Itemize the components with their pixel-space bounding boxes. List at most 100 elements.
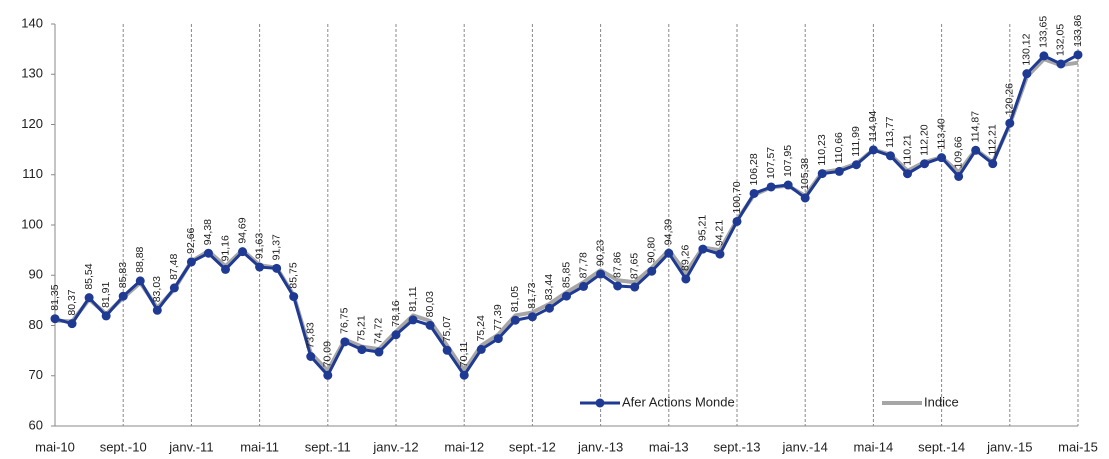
point [272,263,282,273]
data-label: 133,65 [1038,16,1050,48]
y-tick-label: 90 [29,267,43,282]
data-label: 75,24 [475,315,487,341]
point [84,293,94,303]
data-label: 132,05 [1055,24,1067,56]
data-label: 70,11 [458,342,470,368]
data-label: 88,88 [134,246,146,272]
data-label: 111,99 [850,126,862,157]
point [1056,59,1066,69]
data-label: 85,85 [560,262,572,288]
data-label: 105,38 [799,158,811,190]
x-tick-label: sept.-10 [100,439,147,454]
point [186,257,196,267]
point [732,216,742,226]
data-label: 80,37 [66,289,78,315]
series-line [54,53,1079,377]
data-label: 100,70 [731,181,743,213]
data-label: 85,83 [117,262,129,288]
point [323,370,333,380]
point [238,247,248,257]
data-label: 130,12 [1021,33,1033,65]
data-label: 91,37 [270,234,282,260]
point [255,262,265,272]
x-tick-label: mai-13 [649,439,689,454]
point [476,344,486,354]
point [442,345,452,355]
x-tick-label: janv.-11 [168,439,213,454]
point [289,292,299,302]
x-tick-label: janv.-13 [577,439,623,454]
point [1073,50,1083,60]
data-label: 110,66 [833,132,845,163]
point [1005,118,1015,128]
point [118,291,128,301]
data-label: 120,26 [1004,83,1016,115]
data-label: 81,73 [526,282,538,308]
data-label: 133,86 [1072,15,1084,47]
point [391,330,401,340]
data-label: 83,03 [151,276,163,302]
point [306,352,316,362]
data-label: 110,23 [816,134,828,165]
data-label: 81,11 [407,286,419,312]
legend-label: Indice [924,394,959,409]
y-tick-label: 70 [29,367,43,382]
point [50,314,60,324]
data-label: 81,91 [100,281,112,307]
x-tick-label: sept.-12 [509,439,556,454]
series-line [54,57,1079,373]
point [340,337,350,347]
data-label: 77,39 [492,304,504,330]
x-tick-label: janv.-12 [372,439,418,454]
point [357,345,367,355]
data-label: 87,65 [628,253,640,279]
data-label: 85,75 [287,262,299,288]
data-label: 107,95 [782,145,794,177]
point [647,266,657,276]
data-label: 87,86 [611,252,623,278]
data-label: 110,21 [901,134,913,165]
data-label: 73,83 [305,322,317,348]
point [408,315,418,325]
x-tick-label: mai-15 [1058,439,1098,454]
data-label: 112,21 [987,124,999,155]
point [698,244,708,254]
point [425,320,435,330]
point [715,249,725,259]
data-label: 80,03 [424,291,436,317]
point [834,166,844,176]
data-label: 92,66 [185,227,197,253]
data-label: 76,75 [339,307,351,333]
legend-label: Afer Actions Monde [622,394,735,409]
point [544,303,554,313]
data-label: 95,21 [697,215,709,241]
point [681,274,691,284]
data-label: 70,09 [322,341,334,367]
data-label: 75,07 [441,316,453,342]
data-label: 94,21 [714,220,726,246]
data-label: 83,44 [543,274,555,300]
x-tick-label: mai-12 [444,439,484,454]
point [459,370,469,380]
point [596,269,606,279]
data-label: 81,35 [49,284,61,310]
data-label: 94,38 [202,219,214,245]
point [937,153,947,163]
point [954,171,964,181]
point [783,180,793,190]
point [903,169,912,179]
data-label: 112,20 [918,124,930,155]
data-label: 113,40 [935,118,947,149]
data-label: 74,72 [373,318,385,344]
data-label: 91,16 [219,235,231,261]
point [579,281,589,291]
x-tick-label: sept.-11 [305,439,351,454]
point [493,334,503,344]
point [67,319,77,329]
point [800,193,810,203]
point [510,315,520,325]
y-tick-label: 60 [29,417,43,432]
data-label: 91,63 [253,233,265,259]
